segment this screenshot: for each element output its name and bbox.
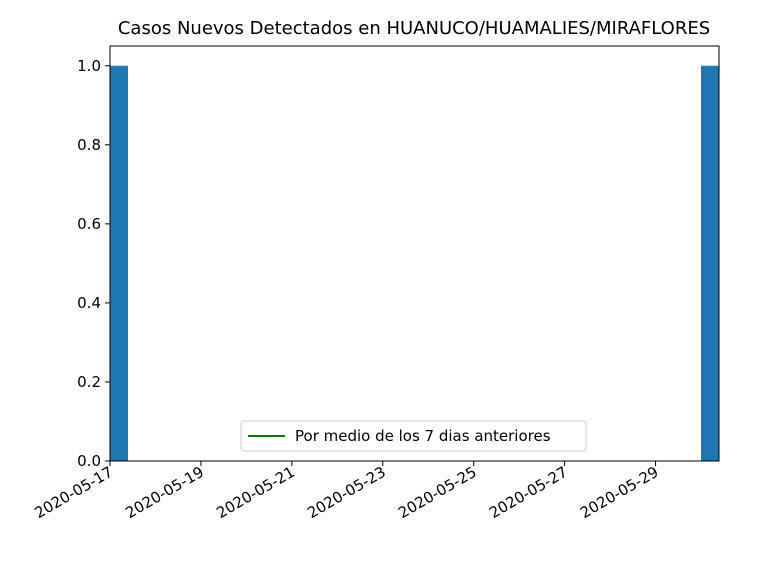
y-tick-label: 0.2: [77, 373, 101, 391]
chart-title: Casos Nuevos Detectados en HUANUCO/HUAMA…: [118, 18, 710, 39]
x-axis: 2020-05-17 2020-05-19 2020-05-21 2020-05-23…: [31, 461, 662, 522]
legend-label: Por medio de los 7 dias anteriores: [295, 427, 551, 445]
y-axis: 0.0 0.2 0.4 0.6 0.8 1.0: [77, 57, 110, 470]
y-tick-label: 0.8: [77, 136, 101, 154]
x-tick-label: 2020-05-29: [577, 463, 662, 522]
bar-2020-05-30: [701, 65, 719, 461]
legend: Por medio de los 7 dias anteriores: [240, 420, 587, 452]
x-tick-label: 2020-05-27: [486, 463, 571, 522]
y-tick-label: 0.4: [77, 294, 101, 312]
legend-box: [240, 420, 587, 452]
x-tick-label: 2020-05-25: [395, 463, 480, 522]
x-tick-label: 2020-05-19: [122, 463, 207, 522]
y-tick-label: 1.0: [77, 57, 101, 75]
plot-frame: [109, 45, 720, 462]
x-tick-label: 2020-05-21: [213, 463, 298, 522]
y-tick-label: 0.0: [77, 452, 101, 470]
bar-2020-05-17: [110, 65, 128, 461]
y-tick-label: 0.6: [77, 215, 101, 233]
x-tick-label: 2020-05-17: [31, 463, 116, 522]
x-tick-label: 2020-05-23: [304, 463, 389, 522]
bar-group: [110, 65, 719, 461]
